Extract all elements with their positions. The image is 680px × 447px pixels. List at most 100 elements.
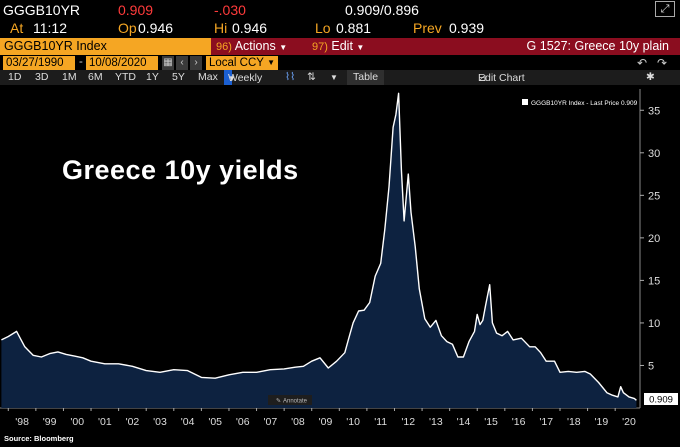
edit-menu[interactable]: 97) Edit ▼: [312, 39, 364, 53]
period-6m[interactable]: 6M: [88, 71, 103, 83]
x-tick-label: '13: [429, 416, 443, 428]
overlay-title: Greece 10y yields: [62, 155, 299, 185]
x-tick-label: '11: [374, 416, 387, 428]
last-value-badge: [644, 393, 678, 405]
low-label: Lo: [315, 20, 331, 36]
price-change: -.030: [214, 2, 246, 18]
at-label: At: [10, 20, 24, 36]
next-arrow-icon[interactable]: ›: [190, 56, 202, 70]
x-tick-label: '03: [153, 416, 167, 428]
quote-header: GGGB10YR 0.909 -.030 0.909/0.896 ⤢: [0, 0, 680, 20]
x-tick-label: '08: [291, 416, 305, 428]
undo-icon[interactable]: ↶: [637, 56, 648, 70]
open-value: 0.946: [138, 20, 174, 36]
x-tick-label: '07: [264, 416, 278, 428]
prev-arrow-icon[interactable]: ‹: [176, 56, 188, 70]
yield-chart: 5 10 15 20 25 30 35 '98 '99 '00 '01 '02 '03 '04 '05 '0…: [0, 89, 678, 443]
yield-area: [1, 93, 637, 409]
ticker-symbol[interactable]: GGGB10YR: [3, 2, 81, 18]
x-tick-label: '20: [622, 416, 636, 428]
x-tick-label: '15: [484, 416, 498, 428]
date-separator: -: [79, 56, 83, 68]
legend-swatch: [522, 99, 528, 105]
pencil-icon: ✎: [276, 398, 281, 405]
actions-menu[interactable]: 96) Actions ▼: [216, 39, 287, 53]
last-price: 0.909: [118, 2, 154, 18]
redo-icon[interactable]: ↷: [657, 56, 668, 70]
high-value: 0.946: [232, 20, 268, 36]
currency-select[interactable]: Local CCY ▼: [206, 56, 278, 70]
chevron-down-icon: ▼: [356, 43, 365, 52]
frequency-value: Weekly: [228, 72, 263, 84]
bid-ask: 0.909/0.896: [345, 2, 419, 18]
period-1m[interactable]: 1M: [62, 71, 77, 83]
edit-label: Edit: [331, 39, 353, 53]
x-tick-label: '05: [208, 416, 222, 428]
y-tick-label: 15: [648, 275, 660, 287]
chevron-down-icon: ▼: [267, 58, 275, 67]
edit-chart-label: Edit Chart: [478, 72, 525, 84]
expand-icon[interactable]: ⤢: [655, 1, 675, 17]
actions-label: Actions: [234, 39, 276, 53]
x-tick-label: '10: [346, 416, 360, 428]
period-toolbar: 1D 3D 1M 6M YTD 1Y 5Y Max Weekly ▼ ⌇⌇ ⇅ …: [0, 70, 680, 85]
quote-stats: At 11:12 Op 0.946 Hi 0.946 Lo 0.881 Prev…: [0, 20, 680, 38]
actions-number: 96): [216, 41, 232, 53]
calendar-icon[interactable]: ▦: [162, 56, 174, 70]
x-tick-label: '04: [181, 416, 195, 428]
yield-line: [1, 92, 637, 401]
x-tick-label: '16: [512, 416, 526, 428]
prev-label: Prev: [413, 20, 442, 36]
x-tick-label: '14: [457, 416, 471, 428]
start-date-input[interactable]: 03/27/1990: [3, 56, 75, 70]
last-value-label: 0.909: [649, 395, 673, 406]
period-max[interactable]: Max: [198, 71, 218, 83]
table-button[interactable]: Table: [347, 70, 385, 85]
quote-time: 11:12: [33, 20, 67, 36]
chevron-down-icon[interactable]: ▼: [330, 73, 338, 82]
y-tick-label: 35: [648, 105, 660, 117]
y-tick-label: 30: [648, 148, 660, 160]
x-tick-label: '12: [401, 416, 415, 428]
y-tick-label: 5: [648, 360, 654, 372]
prev-value: 0.939: [449, 20, 485, 36]
security-title: G 1527: Greece 10y plain: [526, 39, 669, 53]
legend-entry: GGGB10YR Index - Last Price 0.909: [531, 100, 638, 107]
period-5y[interactable]: 5Y: [172, 71, 185, 83]
high-label: Hi: [214, 20, 228, 36]
security-field[interactable]: GGGB10YR Index: [0, 38, 211, 55]
y-tick-label: 20: [648, 233, 660, 245]
frequency-select[interactable]: Weekly ▼: [224, 70, 262, 85]
x-tick-label: '06: [236, 416, 250, 428]
x-tick-label: '00: [70, 416, 84, 428]
end-date-input[interactable]: 10/08/2020: [86, 56, 158, 70]
date-range: 03/27/1990 - 10/08/2020 ▦ ‹ › Local CCY …: [0, 56, 680, 71]
x-tick-label: '98: [15, 416, 29, 428]
y-tick-label: 10: [648, 318, 660, 330]
x-tick-label: '99: [43, 416, 57, 428]
gear-icon[interactable]: ✱: [646, 71, 655, 83]
line-chart-icon[interactable]: ⌇⌇: [285, 71, 296, 83]
chart-type-icon[interactable]: ⇅: [307, 71, 316, 83]
period-3d[interactable]: 3D: [35, 71, 49, 83]
currency-value: Local CCY: [209, 57, 264, 69]
low-value: 0.881: [336, 20, 372, 36]
y-tick-label: 25: [648, 190, 660, 202]
period-1y[interactable]: 1Y: [146, 71, 159, 83]
source-note: Source: Bloomberg: [4, 434, 74, 443]
chevron-down-icon: ▼: [279, 43, 288, 52]
x-tick-label: '02: [126, 416, 140, 428]
edit-number: 97): [312, 41, 328, 53]
x-tick-label: '19: [595, 416, 609, 428]
edit-chart-icon: ⊿: [478, 72, 487, 84]
x-axis: '98 '99 '00 '01 '02 '03 '04 '05 '06 '07 '08 '09 '10 '…: [7, 408, 636, 428]
x-tick-label: '17: [539, 416, 553, 428]
annotate-button[interactable]: [268, 395, 312, 405]
x-tick-label: '01: [98, 416, 112, 428]
function-bar: GGGB10YR Index 96) Actions ▼ 97) Edit ▼ …: [0, 38, 680, 55]
open-label: Op: [118, 20, 137, 36]
annotate-label: Annotate: [283, 399, 308, 405]
period-ytd[interactable]: YTD: [115, 71, 136, 83]
x-tick-label: '09: [319, 416, 333, 428]
period-1d[interactable]: 1D: [8, 71, 22, 83]
